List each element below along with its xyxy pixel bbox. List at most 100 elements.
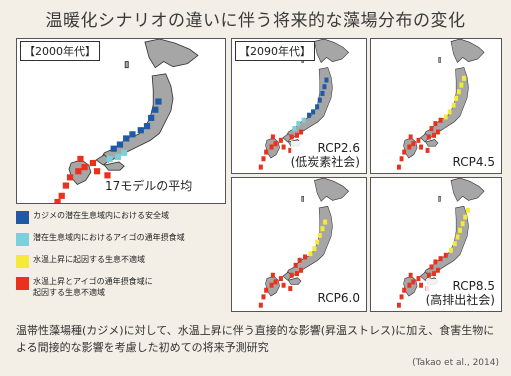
unsuitable-temp-grazing-cell: [443, 252, 448, 258]
unsuitable-temp-grazing-cell: [299, 267, 304, 273]
unsuitable-temp-cell: [317, 232, 322, 238]
japan-map-rcp60: [232, 178, 366, 311]
unsuitable-temp-cell: [323, 219, 328, 225]
safe-zone-cell: [143, 123, 151, 130]
sea-background: [17, 39, 225, 203]
unsuitable-temp-grazing-cell: [89, 159, 97, 167]
legend-swatch-cyan: [16, 233, 29, 246]
scenario-sub-rcp85: (高排出社会): [425, 293, 495, 307]
safe-zone-cell: [110, 145, 117, 152]
legend-text: 潜在生息域内におけるアイゴの通年摂食域: [33, 233, 185, 242]
unsuitable-temp-grazing-cell: [261, 294, 266, 300]
unsuitable-temp-grazing-cell: [429, 126, 434, 132]
unsuitable-temp-grazing-cell: [408, 272, 413, 278]
unsuitable-temp-cell: [455, 234, 460, 240]
unsuitable-temp-grazing-cell: [438, 117, 443, 123]
unsuitable-temp-cell: [447, 109, 452, 115]
unsuitable-temp-grazing-cell: [273, 141, 278, 147]
description-text: 温帯性藻場種(カジメ)に対して、水温上昇に伴う直接的な影響(昇温ストレス)に加え…: [16, 324, 495, 354]
unsuitable-temp-grazing-cell: [416, 137, 421, 143]
scenario-name-rcp26: RCP2.6: [317, 141, 360, 155]
unsuitable-temp-cell: [460, 221, 465, 227]
unsuitable-temp-grazing-cell: [62, 182, 69, 189]
unsuitable-temp-grazing-cell: [278, 276, 283, 282]
unsuitable-temp-grazing-cell: [281, 282, 286, 288]
land-shape: [314, 178, 350, 202]
figure-title: 温暖化シナリオの違いに伴う将来的な藻場分布の変化: [45, 11, 466, 31]
unsuitable-temp-grazing-cell: [411, 279, 416, 285]
safe-zone-cell: [317, 97, 322, 103]
scenario-sub-rcp26: (低炭素社会): [290, 155, 360, 169]
legend-item: 潜在生息域内におけるアイゴの通年摂食域: [16, 232, 221, 246]
safe-zone-cell: [322, 84, 327, 90]
unsuitable-temp-grazing-cell: [426, 272, 431, 278]
unsuitable-temp-grazing-cell: [294, 132, 299, 138]
unsuitable-temp-cell: [463, 214, 468, 220]
safe-zone-cell: [320, 90, 325, 96]
unsuitable-temp-cell: [308, 251, 313, 257]
unsuitable-temp-grazing-cell: [66, 174, 74, 181]
land-shape: [144, 39, 199, 69]
unsuitable-temp-grazing-cell: [261, 156, 266, 162]
legend-item: カジメの潜在生息域内における安全域: [16, 210, 221, 224]
unsuitable-temp-grazing-cell: [273, 279, 278, 285]
unsuitable-temp-grazing-cell: [407, 282, 412, 288]
unsuitable-temp-grazing-cell: [270, 134, 275, 140]
unsuitable-temp-grazing-cell: [436, 129, 440, 135]
safe-zone-cell: [148, 114, 155, 121]
unsuitable-temp-grazing-cell: [258, 302, 263, 308]
map-panel-rcp85: RCP8.5 (高排出社会): [370, 177, 502, 312]
unsuitable-temp-cell: [312, 246, 317, 252]
period-label-2090s: 【2090年代】: [235, 41, 315, 61]
unsuitable-temp-cell: [451, 102, 456, 108]
japan-map-2000s: [17, 39, 225, 203]
scenario-name-rcp60: RCP6.0: [317, 291, 360, 305]
unsuitable-temp-cell: [465, 207, 470, 213]
unsuitable-temp-grazing-cell: [281, 144, 286, 150]
unsuitable-temp-grazing-cell: [264, 287, 269, 293]
scenario-label-rcp85: RCP8.5 (高排出社会): [425, 279, 495, 307]
unsuitable-temp-grazing-cell: [411, 141, 416, 147]
unsuitable-temp-cell: [320, 226, 325, 232]
unsuitable-temp-grazing-cell: [425, 147, 430, 153]
legend-text: 水温上昇とアイゴの通年摂食域に起因する生息不適域: [33, 277, 153, 297]
unsuitable-temp-grazing-cell: [270, 272, 275, 278]
legend-text: 水温上昇に起因する生息不適域: [33, 255, 145, 264]
safe-zone-cell: [311, 109, 316, 115]
unsuitable-temp-grazing-cell: [433, 121, 438, 127]
unsuitable-temp-grazing-cell: [438, 256, 443, 262]
unsuitable-temp-grazing-cell: [293, 262, 298, 268]
unsuitable-temp-grazing-cell: [294, 271, 299, 277]
map-panel-rcp60: RCP6.0: [231, 177, 367, 312]
land-shape: [124, 61, 129, 69]
safe-zone-cell: [116, 141, 124, 148]
unsuitable-temp-grazing-cell: [429, 264, 434, 270]
land-shape: [438, 195, 441, 202]
unsuitable-temp-grazing-cell: [258, 164, 263, 170]
land-shape: [450, 178, 485, 202]
unsuitable-temp-grazing-cell: [399, 294, 404, 300]
land-shape: [450, 39, 485, 63]
unsuitable-temp-cell: [458, 227, 462, 233]
grazing-zone-cell: [292, 126, 297, 132]
scenario-name-rcp85: RCP8.5: [452, 279, 495, 293]
unsuitable-temp-grazing-cell: [75, 168, 82, 175]
unsuitable-temp-grazing-cell: [269, 282, 274, 288]
legend-item: 水温上昇とアイゴの通年摂食域に起因する生息不適域: [16, 276, 221, 298]
unsuitable-temp-grazing-cell: [397, 164, 401, 170]
land-shape: [287, 277, 302, 285]
legend-swatch-blue: [16, 211, 29, 224]
unsuitable-temp-cell: [452, 241, 457, 247]
unsuitable-temp-grazing-cell: [93, 168, 101, 175]
unsuitable-temp-grazing-cell: [433, 259, 438, 265]
grazing-zone-cell: [296, 121, 301, 127]
scenario-label-rcp60: RCP6.0: [317, 291, 360, 305]
unsuitable-temp-grazing-cell: [408, 134, 413, 140]
unsuitable-temp-grazing-cell: [81, 164, 88, 171]
land-shape: [438, 57, 441, 63]
land-shape: [314, 39, 350, 63]
map-panel-2000s: 【2000年代】 17モデルの平均: [16, 38, 226, 204]
unsuitable-temp-grazing-cell: [399, 156, 404, 162]
unsuitable-temp-grazing-cell: [269, 144, 274, 150]
period-label-2000s: 【2000年代】: [20, 41, 100, 61]
